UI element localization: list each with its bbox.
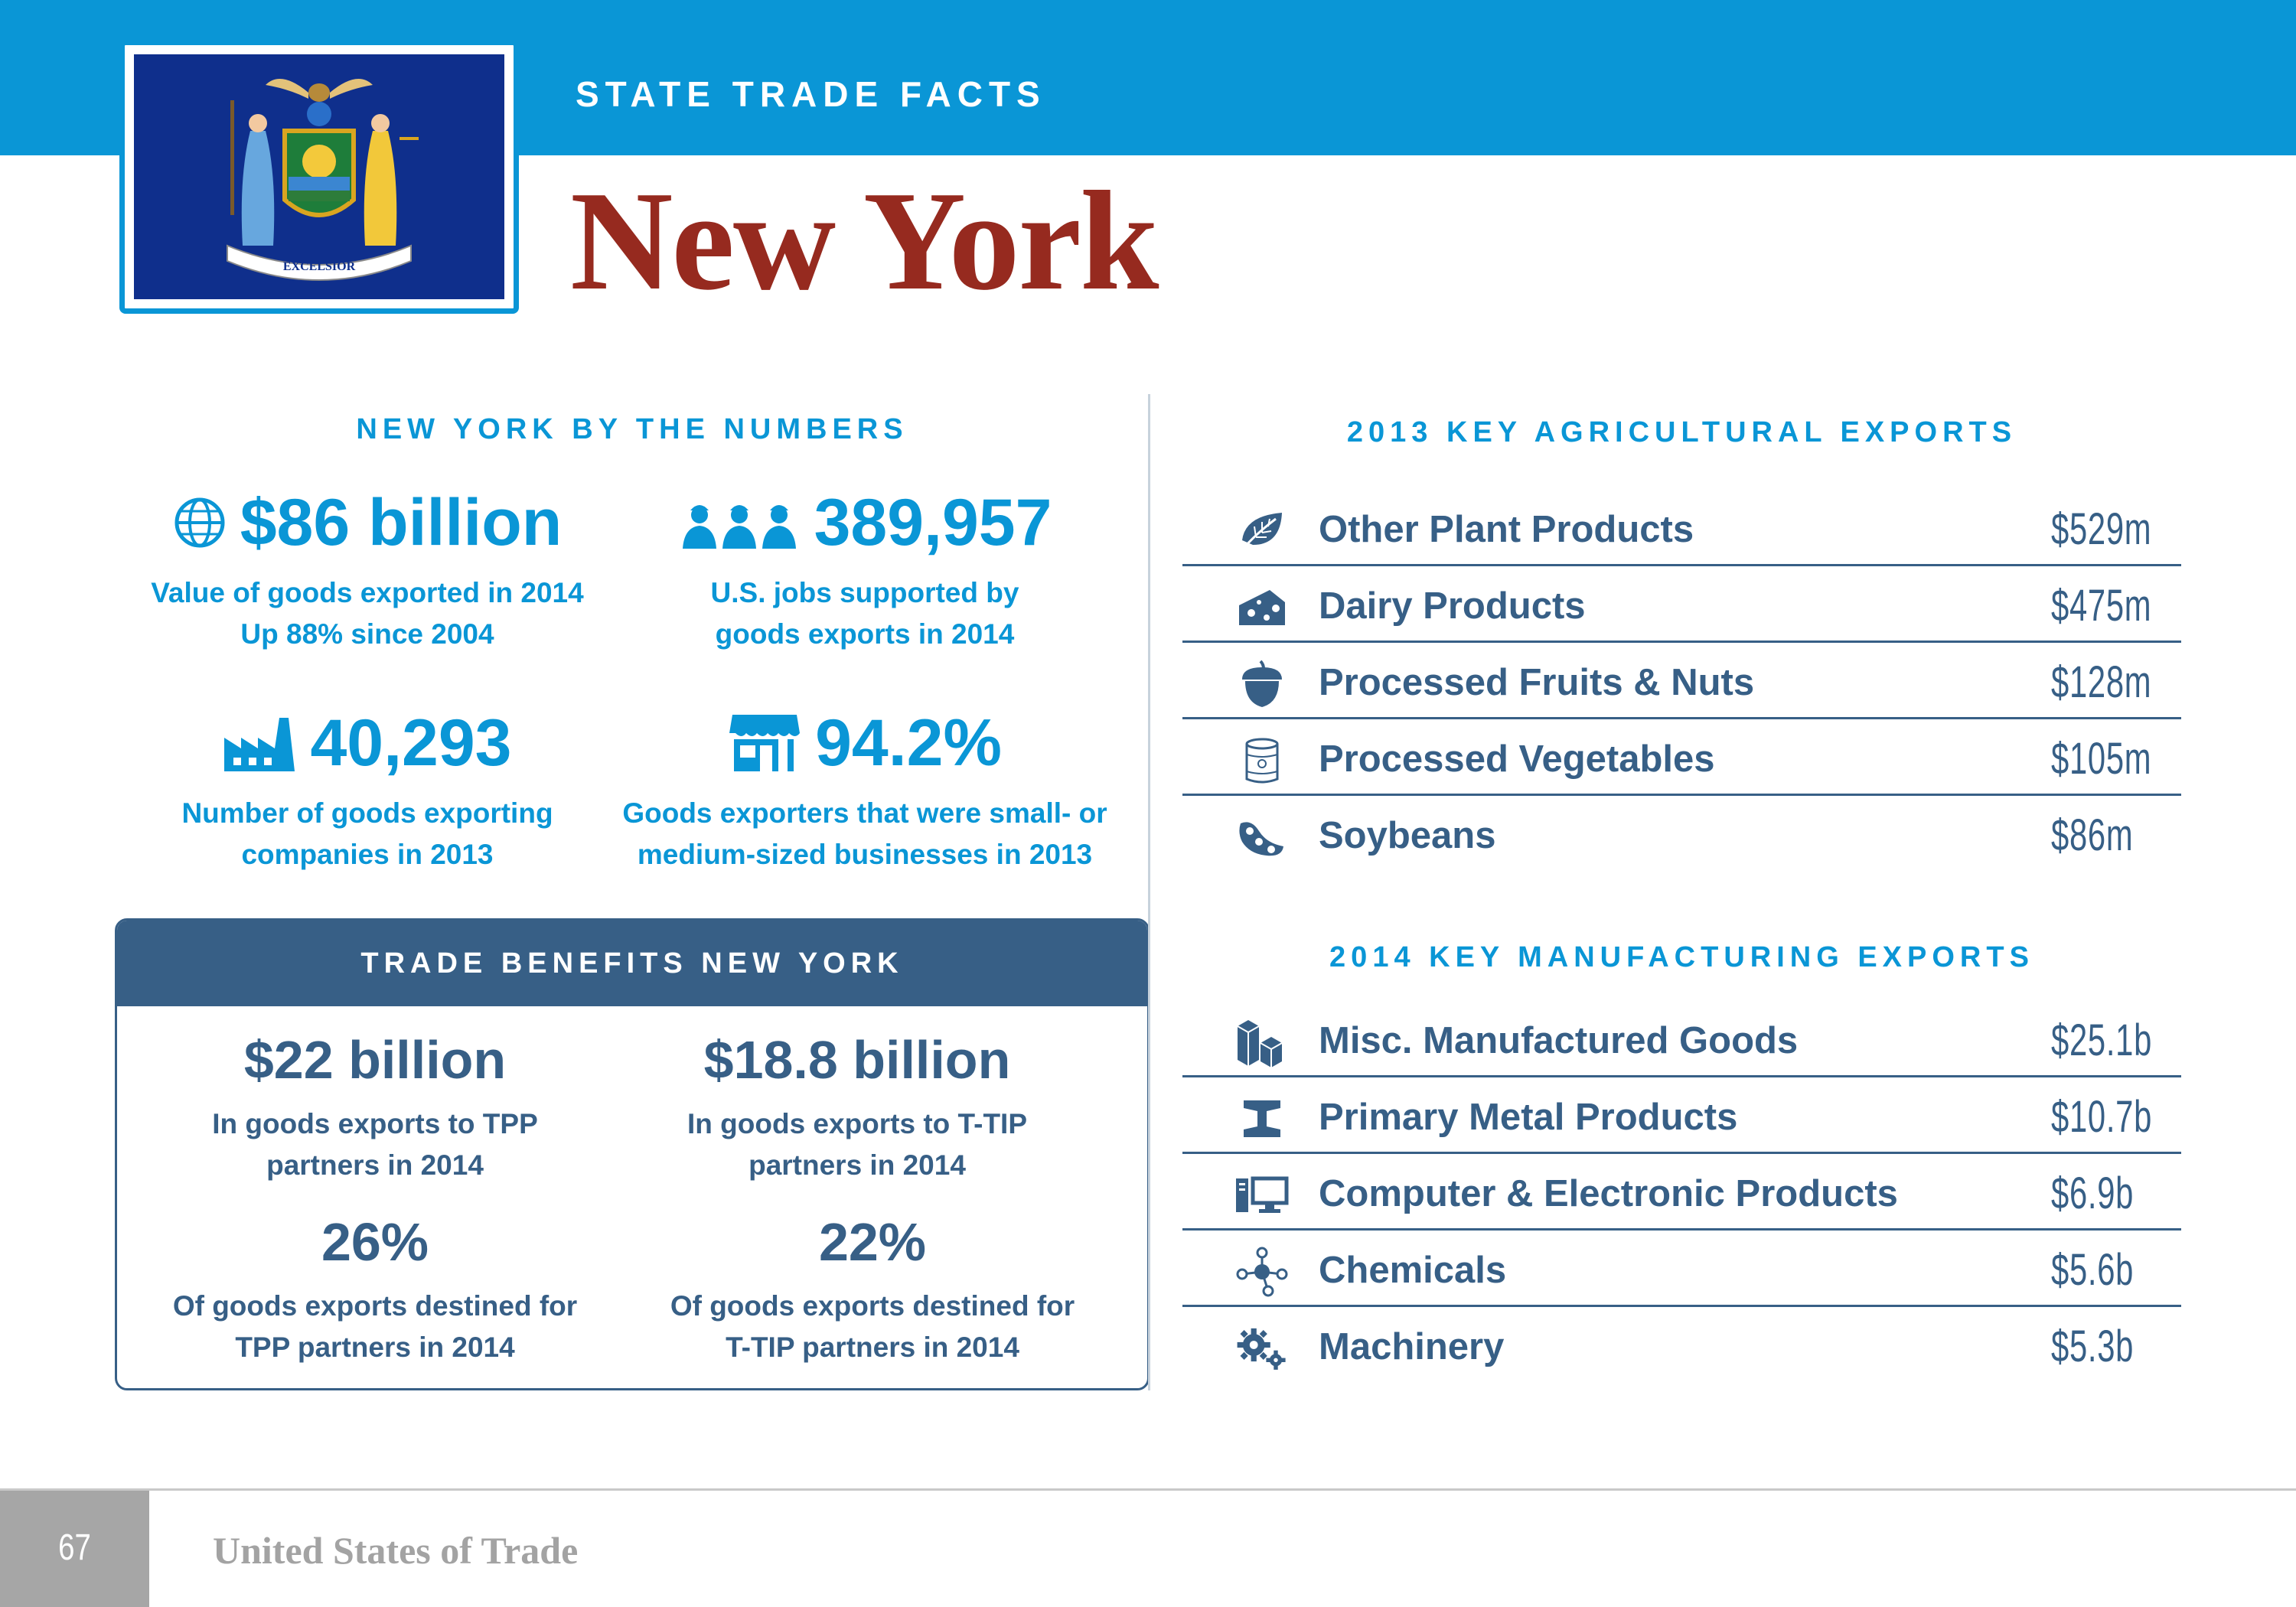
stat-desc-line2: companies in 2013 xyxy=(241,839,494,870)
list-item: Chemicals $5.6b xyxy=(1182,1231,2181,1307)
benefit-tpp-share: 26% Of goods exports destined for TPP pa… xyxy=(130,1215,620,1368)
list-item: Dairy Products $475m xyxy=(1182,566,2181,643)
state-flag: EXCELSIOR xyxy=(119,40,519,314)
acorn-icon xyxy=(1242,660,1282,707)
benefit-desc-line2: T-TIP partners in 2014 xyxy=(726,1332,1019,1363)
publication-title: United States of Trade xyxy=(213,1529,579,1572)
cheese-icon xyxy=(1239,590,1285,625)
export-value: $475m xyxy=(2051,581,2152,631)
benefit-desc-line1: Of goods exports destined for xyxy=(172,1290,578,1322)
page-title: New York xyxy=(570,162,1159,320)
flag-motto: EXCELSIOR xyxy=(283,260,356,273)
export-label: Dairy Products xyxy=(1319,585,1586,627)
list-item: Processed Fruits & Nuts $128m xyxy=(1182,643,2181,719)
footer-divider xyxy=(0,1488,2296,1491)
page-number: 67 xyxy=(58,1527,91,1568)
export-label: Machinery xyxy=(1319,1326,1505,1367)
page-number-box xyxy=(0,1491,149,1607)
export-label: Primary Metal Products xyxy=(1319,1097,1738,1138)
stat-value: 94.2% xyxy=(815,706,1002,780)
list-item: Machinery $5.3b xyxy=(1182,1307,2181,1384)
stat-desc-line1: Goods exporters that were small- or xyxy=(622,797,1107,829)
list-item: Processed Vegetables $105m xyxy=(1182,719,2181,796)
stat-export-value: $86 billion Value of goods exported in 2… xyxy=(122,490,612,655)
export-label: Processed Fruits & Nuts xyxy=(1319,662,1755,703)
can-icon xyxy=(1245,738,1279,784)
stat-value: $86 billion xyxy=(240,486,563,559)
stat-desc-line1: Value of goods exported in 2014 xyxy=(151,577,584,608)
export-value: $5.6b xyxy=(2051,1245,2135,1295)
export-value: $529m xyxy=(2051,504,2152,554)
stat-companies: 40,293 Number of goods exporting compani… xyxy=(122,710,612,875)
stat-value: 389,957 xyxy=(814,486,1052,559)
export-value: $128m xyxy=(2051,657,2152,707)
list-item: Primary Metal Products $10.7b xyxy=(1182,1077,2181,1154)
export-value: $6.9b xyxy=(2051,1169,2135,1218)
export-value: $10.7b xyxy=(2051,1092,2153,1142)
stat-desc-line2: Up 88% since 2004 xyxy=(240,618,494,650)
export-value: $105m xyxy=(2051,734,2152,784)
export-label: Other Plant Products xyxy=(1319,509,1694,550)
benefit-tpp-value: $22 billion In goods exports to TPP part… xyxy=(130,1033,620,1186)
list-item: Computer & Electronic Products $6.9b xyxy=(1182,1154,2181,1231)
export-value: $5.3b xyxy=(2051,1322,2135,1371)
flag-image: EXCELSIOR xyxy=(134,54,504,299)
benefit-desc-line2: TPP partners in 2014 xyxy=(235,1332,515,1363)
benefit-desc-line1: Of goods exports destined for xyxy=(670,1290,1075,1322)
computer-icon xyxy=(1236,1176,1289,1213)
manufacturing-heading: 2014 KEY MANUFACTURING EXPORTS xyxy=(1329,941,2034,973)
benefit-value: 22% xyxy=(818,1212,927,1272)
stat-desc-line2: goods exports in 2014 xyxy=(715,618,1015,650)
benefit-ttip-value: $18.8 billion In goods exports to T-TIP … xyxy=(612,1033,1102,1186)
export-label: Computer & Electronic Products xyxy=(1319,1173,1898,1214)
molecule-icon xyxy=(1236,1247,1288,1297)
workers-icon xyxy=(682,505,796,549)
benefit-ttip-share: 22% Of goods exports destined for T-TIP … xyxy=(628,1215,1117,1368)
benefit-desc-line2: partners in 2014 xyxy=(266,1149,484,1181)
soybean-icon xyxy=(1239,822,1283,856)
agricultural-list: Other Plant Products $529m Dairy Product… xyxy=(1182,490,2181,872)
benefit-value: $18.8 billion xyxy=(703,1030,1011,1090)
benefit-value: 26% xyxy=(321,1212,429,1272)
numbers-heading: NEW YORK BY THE NUMBERS xyxy=(356,413,908,445)
trade-benefits-panel: TRADE BENEFITS NEW YORK xyxy=(115,918,1150,1390)
stat-jobs: 389,957 U.S. jobs supported by goods exp… xyxy=(612,490,1117,655)
stat-desc-line1: Number of goods exporting xyxy=(181,797,553,829)
coat-of-arms-icon: EXCELSIOR xyxy=(135,54,503,299)
storefront-icon xyxy=(729,715,801,771)
globe-icon xyxy=(174,497,225,548)
leaf-icon xyxy=(1242,513,1282,549)
list-item: Other Plant Products $529m xyxy=(1182,490,2181,566)
benefit-desc-line1: In goods exports to T-TIP xyxy=(687,1108,1027,1139)
kicker-label: STATE TRADE FACTS xyxy=(576,74,1046,114)
column-divider xyxy=(1148,394,1150,1390)
export-label: Processed Vegetables xyxy=(1319,738,1715,780)
list-item: Misc. Manufactured Goods $25.1b xyxy=(1182,1001,2181,1077)
stat-value: 40,293 xyxy=(310,706,512,780)
benefit-desc-line2: partners in 2014 xyxy=(748,1149,966,1181)
export-label: Soybeans xyxy=(1319,815,1496,856)
export-label: Misc. Manufactured Goods xyxy=(1319,1020,1799,1061)
benefit-desc-line1: In goods exports to TPP xyxy=(212,1108,538,1139)
agricultural-heading: 2013 KEY AGRICULTURAL EXPORTS xyxy=(1346,416,2017,448)
stat-desc-line2: medium-sized businesses in 2013 xyxy=(637,839,1093,870)
steel-beam-icon xyxy=(1244,1100,1280,1137)
manufacturing-list: Misc. Manufactured Goods $25.1b Primary … xyxy=(1182,1001,2181,1384)
export-label: Chemicals xyxy=(1319,1250,1507,1291)
factory-icon xyxy=(224,718,295,771)
export-value: $25.1b xyxy=(2051,1015,2153,1065)
benefit-value: $22 billion xyxy=(243,1030,507,1090)
benefits-heading: TRADE BENEFITS NEW YORK xyxy=(117,921,1147,1006)
boxes-icon xyxy=(1237,1020,1283,1068)
stat-small-business: 94.2% Goods exporters that were small- o… xyxy=(605,710,1125,875)
gears-icon xyxy=(1237,1328,1286,1370)
list-item: Soybeans $86m xyxy=(1182,796,2181,872)
stat-desc-line1: U.S. jobs supported by xyxy=(710,577,1019,608)
export-value: $86m xyxy=(2051,810,2134,860)
